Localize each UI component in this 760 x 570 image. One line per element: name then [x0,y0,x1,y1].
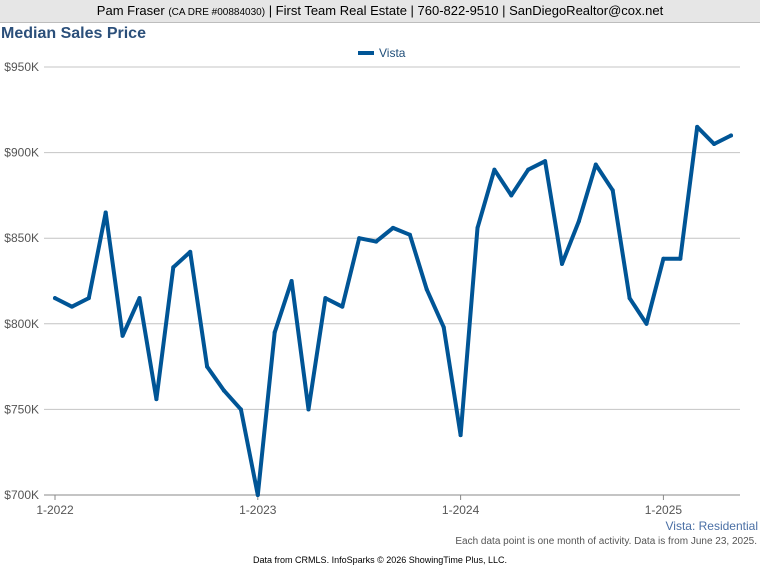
data-point [374,239,379,244]
data-point [644,321,649,326]
data-point [678,256,683,261]
series-description: Vista: Residential [665,519,759,533]
data-point [238,407,243,412]
data-point [323,296,328,301]
x-tick-label: 1-2022 [36,503,74,517]
y-tick-label: $850K [4,231,39,245]
data-point [695,124,700,129]
data-point [661,256,666,261]
series-line-vista [53,124,733,497]
data-point [610,188,615,193]
data-point [526,167,531,172]
data-point [120,333,125,338]
data-point [171,265,176,270]
y-tick-label: $700K [4,488,39,502]
data-point [137,296,142,301]
x-tick-label: 1-2025 [645,503,683,517]
agent-license: (CA DRE #00884030) [168,7,266,18]
data-point [509,193,514,198]
data-point [593,162,598,167]
agent-header-bar: Pam Fraser (CA DRE #00884030) | First Te… [0,0,760,23]
data-point [543,159,548,164]
data-point [306,407,311,412]
footer-credit: Data from CRMLS. InfoSparks © 2026 Showi… [253,555,507,565]
data-point [289,279,294,283]
data-point [560,261,564,266]
data-point [627,296,632,301]
chart-legend[interactable]: Vista [358,46,405,60]
data-point [407,232,412,237]
data-point [729,133,733,138]
data-point [53,296,57,301]
x-tick-label: 1-2023 [239,503,277,517]
y-tick-label: $900K [4,146,39,160]
data-point [272,330,277,335]
data-point [69,304,74,309]
data-point [222,388,226,393]
data-point [458,433,463,438]
y-tick-label: $750K [4,402,39,416]
data-point [188,249,193,254]
data-point [103,210,108,215]
chart-title: Median Sales Price [1,25,146,42]
x-tick-label: 1-2024 [442,503,480,517]
y-tick-label: $800K [4,317,39,331]
data-point [441,325,446,330]
legend-label-vista: Vista [379,46,406,60]
data-point [86,296,91,301]
data-point [576,219,581,224]
data-point [255,493,260,497]
agent-name: Pam Fraser [96,3,165,18]
data-point [154,397,159,402]
data-point [340,304,345,309]
y-tick-label: $950K [4,60,39,74]
legend-swatch [358,51,374,55]
data-point [424,287,429,292]
data-point [492,167,497,172]
data-note: Each data point is one month of activity… [455,536,757,547]
data-point [475,225,480,230]
agent-contact: | First Team Real Estate | 760-822-9510 … [268,3,664,18]
data-point [205,364,210,369]
data-point [712,142,717,147]
data-point [391,225,395,230]
data-point [357,236,362,241]
